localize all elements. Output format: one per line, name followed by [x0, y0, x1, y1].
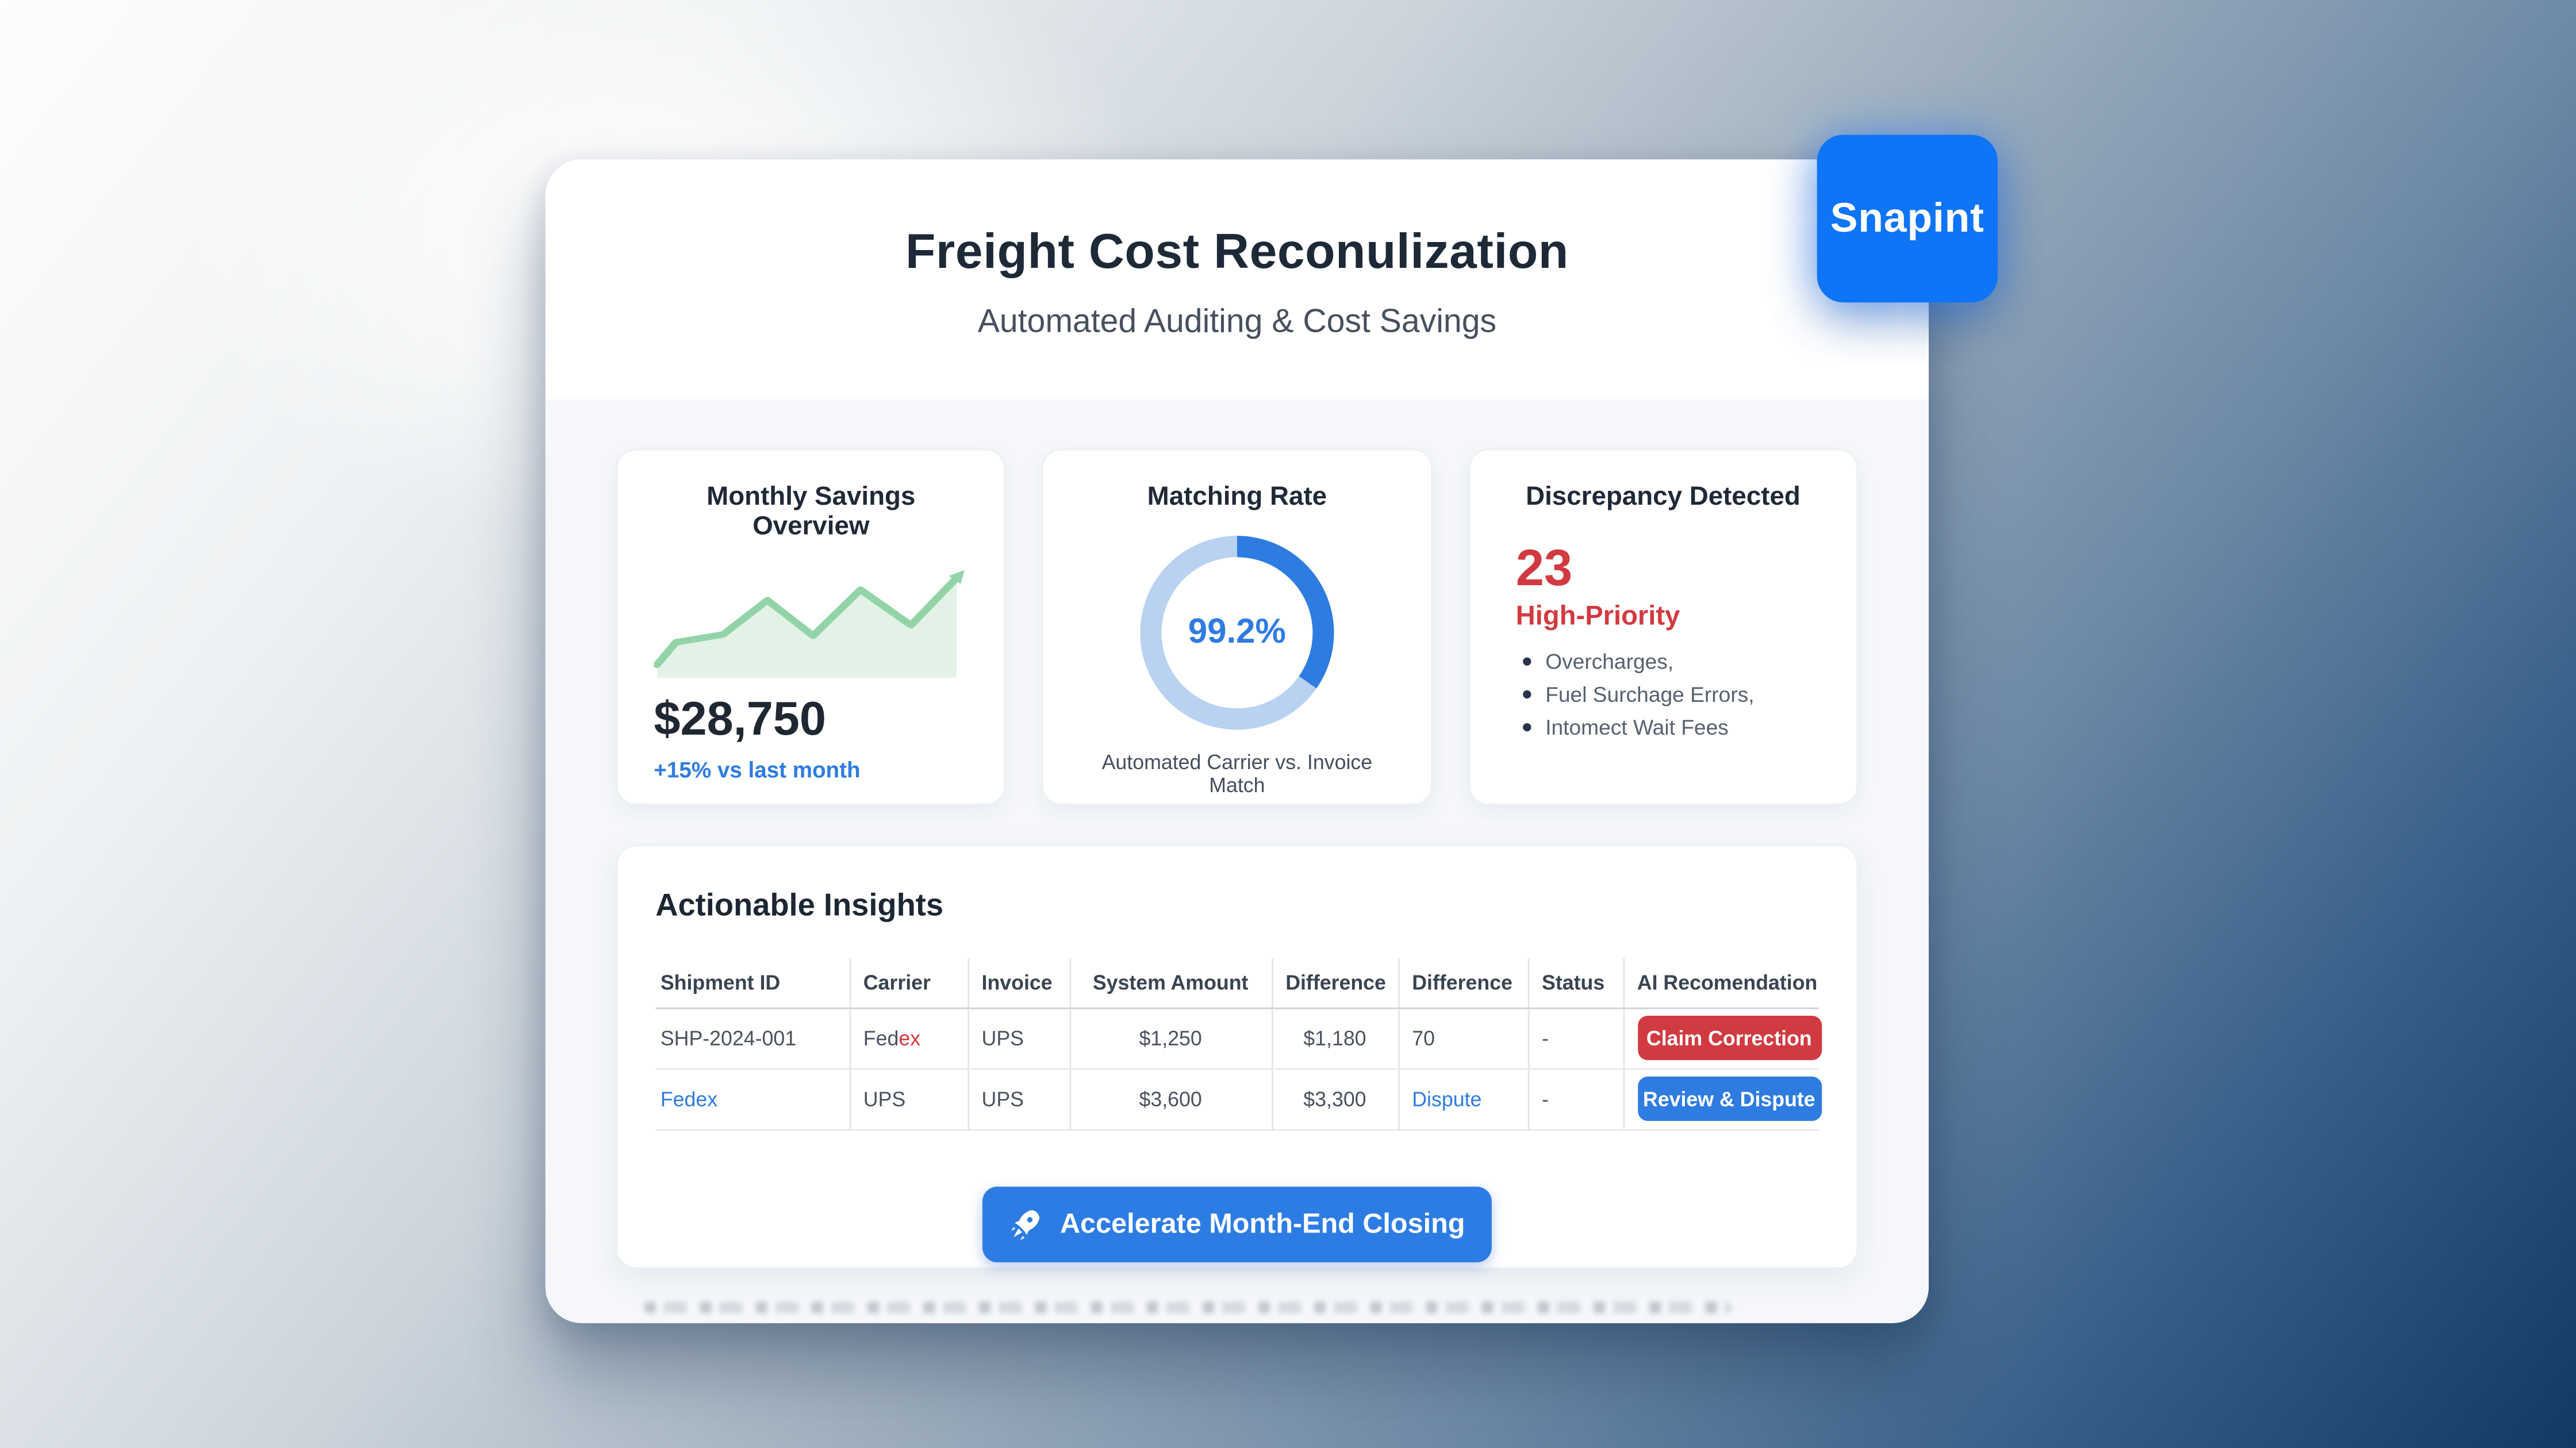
- cell-carrier: Fedex: [849, 1007, 969, 1069]
- matching-rate-donut: 99.2%: [1140, 536, 1334, 730]
- column-header-invoice: Invoice: [968, 958, 1070, 1009]
- column-header-ai-recomendation: AI Recomendation: [1623, 958, 1819, 1009]
- cell-shipment-id: SHP-2024-001: [655, 1007, 850, 1069]
- table-header-row: Shipment ID Carrier Invoice System Amoun…: [655, 958, 1819, 1009]
- rocket-icon: [1011, 1210, 1040, 1240]
- blurred-artifact-strip: [644, 1301, 1732, 1313]
- snapint-logo-text: Snapint: [1830, 194, 1984, 241]
- insights-table: Shipment ID Carrier Invoice System Amoun…: [655, 958, 1821, 1130]
- matching-rate-card: Matching Rate 99.2% Automated Carrier vs…: [1042, 448, 1433, 806]
- column-header-carrier: Carrier: [849, 958, 969, 1009]
- discrepancy-count: 23: [1515, 539, 1573, 597]
- table-row: SHP-2024-001 Fedex UPS $1,250 $1,180 70 …: [655, 1007, 1821, 1069]
- cta-row: Accelerate Month-End Closing: [655, 1185, 1818, 1262]
- table-row: Fedex UPS UPS $3,600 $3,300 Dispute - Re…: [655, 1068, 1821, 1130]
- column-header-status: Status: [1527, 958, 1624, 1009]
- matching-rate-title: Matching Rate: [1147, 483, 1327, 512]
- spark-arrowhead-icon: [948, 570, 964, 584]
- cta-label: Accelerate Month-End Closing: [1059, 1207, 1465, 1239]
- discrepancy-item: Fuel Surchage Errors,: [1522, 682, 1823, 706]
- savings-trend-line: [653, 574, 961, 668]
- cell-invoice: UPS: [968, 1007, 1070, 1069]
- matching-rate-caption: Automated Carrier vs. Invoice Match: [1101, 751, 1373, 797]
- matching-rate-value: 99.2%: [1188, 613, 1286, 651]
- cell-system-amount: $1,250: [1069, 1007, 1273, 1069]
- cell-action: Review & Dispute: [1623, 1068, 1821, 1130]
- monthly-savings-title: Monthly Savings Overview: [707, 483, 916, 541]
- cell-system-amount: $3,600: [1069, 1068, 1273, 1130]
- discrepancy-item: Overcharges,: [1522, 649, 1823, 674]
- discrepancy-card: Discrepancy Detected 23 High-Priority Ov…: [1468, 448, 1859, 806]
- claim-correction-button[interactable]: Claim Correction: [1637, 1016, 1821, 1061]
- page-subtitle: Automated Auditing & Cost Savings: [977, 304, 1497, 340]
- insights-title: Actionable Insights: [655, 889, 944, 924]
- dashboard-card: Freight Cost Reconulization Automated Au…: [545, 159, 1929, 1323]
- cell-status: -: [1527, 1007, 1624, 1069]
- column-header-system-amount: System Amount: [1069, 958, 1273, 1009]
- dashboard-header: Freight Cost Reconulization Automated Au…: [545, 159, 1929, 400]
- column-header-difference-1: Difference: [1271, 958, 1399, 1009]
- cell-action: Claim Correction: [1623, 1007, 1821, 1069]
- review-dispute-button[interactable]: Review & Dispute: [1637, 1076, 1821, 1121]
- cell-difference-2: 70: [1398, 1007, 1529, 1069]
- cell-status: -: [1527, 1068, 1624, 1130]
- savings-trend-area: [656, 578, 957, 678]
- discrepancy-severity: High-Priority: [1515, 601, 1680, 631]
- cell-shipment-id-link[interactable]: Fedex: [655, 1068, 850, 1130]
- discrepancy-item: Intomect Wait Fees: [1522, 715, 1823, 740]
- discrepancy-title: Discrepancy Detected: [1526, 483, 1800, 512]
- savings-trend-chart: [653, 570, 964, 678]
- snapint-badge: Snapint: [1817, 135, 1998, 303]
- savings-delta: +15% vs last month: [654, 758, 861, 783]
- savings-amount: $28,750: [654, 693, 826, 747]
- cell-carrier: UPS: [849, 1068, 969, 1130]
- monthly-savings-card: Monthly Savings Overview $28,750 +15% vs…: [616, 448, 1006, 806]
- stats-row: Monthly Savings Overview $28,750 +15% vs…: [616, 448, 1859, 806]
- accelerate-closing-button[interactable]: Accelerate Month-End Closing: [982, 1185, 1492, 1262]
- actionable-insights-panel: Actionable Insights Shipment ID Carrier …: [616, 844, 1859, 1269]
- cell-invoice: UPS: [968, 1068, 1070, 1130]
- page-title: Freight Cost Reconulization: [905, 225, 1569, 280]
- carrier-text: UPS: [863, 1087, 906, 1111]
- discrepancy-list: Overcharges, Fuel Surchage Errors, Intom…: [1522, 649, 1823, 740]
- dashboard-body: Monthly Savings Overview $28,750 +15% vs…: [545, 399, 1929, 1323]
- cell-difference-1: $3,300: [1271, 1068, 1399, 1130]
- column-header-shipment-id: Shipment ID: [655, 958, 850, 1009]
- column-header-difference-2: Difference: [1398, 958, 1529, 1009]
- carrier-text: Fed: [863, 1026, 899, 1050]
- cell-difference-1: $1,180: [1271, 1007, 1399, 1069]
- carrier-accent-text: ex: [899, 1026, 921, 1050]
- cell-dispute-link[interactable]: Dispute: [1398, 1068, 1529, 1130]
